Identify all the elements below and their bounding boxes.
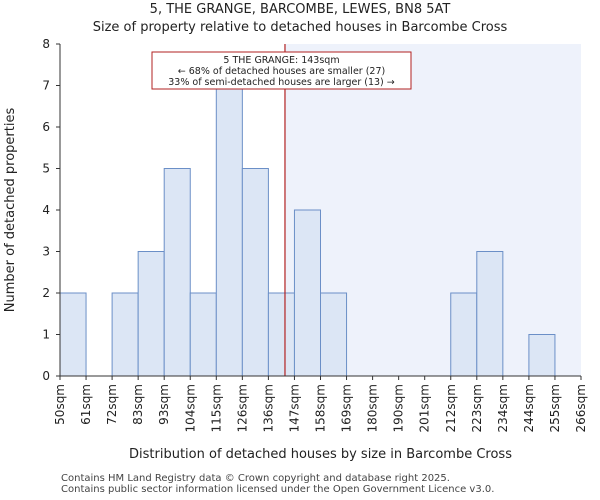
- chart-title: 5, THE GRANGE, BARCOMBE, LEWES, BN8 5AT: [149, 2, 451, 17]
- y-tick-label: 1: [42, 328, 50, 342]
- bar-147sqm: [293, 209, 322, 377]
- y-tick-label: 6: [42, 120, 50, 134]
- x-tick-label: 190sqm: [392, 384, 406, 432]
- x-tick-label: 169sqm: [340, 384, 354, 432]
- annotation-line-3: 33% of semi-detached houses are larger (…: [168, 77, 395, 88]
- x-tick-label: 93sqm: [157, 384, 171, 425]
- x-tick-label: 180sqm: [366, 384, 380, 432]
- y-ticks-group: 0 1 2 3 4 5 6 7 8: [42, 37, 60, 383]
- y-tick-label: 7: [42, 79, 50, 93]
- x-tick-label: 234sqm: [496, 384, 510, 432]
- x-tick-label: 72sqm: [105, 384, 119, 425]
- x-tick-label: 83sqm: [131, 384, 145, 425]
- y-axis-label: Number of detached properties: [3, 108, 18, 313]
- annotation-line-2: ← 68% of detached houses are smaller (27…: [178, 66, 385, 77]
- footer-line-1: Contains HM Land Registry data © Crown c…: [61, 473, 450, 484]
- y-tick-label: 4: [42, 203, 50, 217]
- x-tick-label: 147sqm: [287, 384, 301, 432]
- x-tick-label: 266sqm: [574, 384, 588, 432]
- x-tick-label: 201sqm: [418, 384, 432, 432]
- bar-126sqm: [241, 168, 269, 377]
- x-tick-label: 61sqm: [79, 384, 93, 425]
- y-tick-label: 5: [42, 162, 50, 176]
- bar-115sqm: [215, 85, 243, 377]
- x-axis-label: Distribution of detached houses by size …: [129, 447, 512, 462]
- bar-83sqm: [137, 251, 165, 377]
- x-ticks-group: 50sqm 61sqm 72sqm 83sqm 93sqm 104sqm 115sqm 126…: [53, 376, 588, 432]
- y-tick-label: 8: [42, 37, 50, 51]
- marker-annotation: 5 THE GRANGE: 143sqm ← 68% of detached h…: [151, 51, 412, 90]
- x-tick-label: 126sqm: [235, 384, 249, 432]
- bar-158sqm: [320, 292, 348, 377]
- x-tick-label: 158sqm: [314, 384, 328, 432]
- bars-group: [59, 85, 556, 377]
- x-tick-label: 223sqm: [470, 384, 484, 432]
- x-tick-label: 212sqm: [444, 384, 458, 432]
- bar-72sqm: [111, 292, 139, 377]
- x-tick-label: 50sqm: [53, 384, 67, 425]
- bar-212sqm: [450, 292, 478, 377]
- x-tick-label: 136sqm: [261, 384, 275, 432]
- bar-50sqm: [59, 292, 87, 377]
- y-tick-label: 0: [42, 369, 50, 383]
- footer-line-2: Contains public sector information licen…: [61, 484, 495, 495]
- chart-area: 0 1 2 3 4 5 6 7 8 50sqm 61sqm 72sqm 83sqm 93sqm 104sq…: [3, 37, 588, 462]
- x-tick-label: 115sqm: [209, 384, 223, 432]
- bar-244sqm: [528, 334, 556, 377]
- x-tick-label: 244sqm: [522, 384, 536, 432]
- x-tick-label: 104sqm: [183, 384, 197, 432]
- x-tick-label: 255sqm: [548, 384, 562, 432]
- bar-223sqm: [476, 251, 504, 377]
- bar-93sqm: [163, 168, 191, 377]
- bar-136sqm: [267, 292, 295, 377]
- annotation-box: [151, 51, 412, 90]
- y-tick-label: 3: [42, 245, 50, 259]
- y-tick-label: 2: [42, 286, 50, 300]
- bar-104sqm: [189, 292, 217, 377]
- annotation-line-1: 5 THE GRANGE: 143sqm: [223, 55, 339, 66]
- chart-subtitle: Size of property relative to detached ho…: [92, 20, 508, 35]
